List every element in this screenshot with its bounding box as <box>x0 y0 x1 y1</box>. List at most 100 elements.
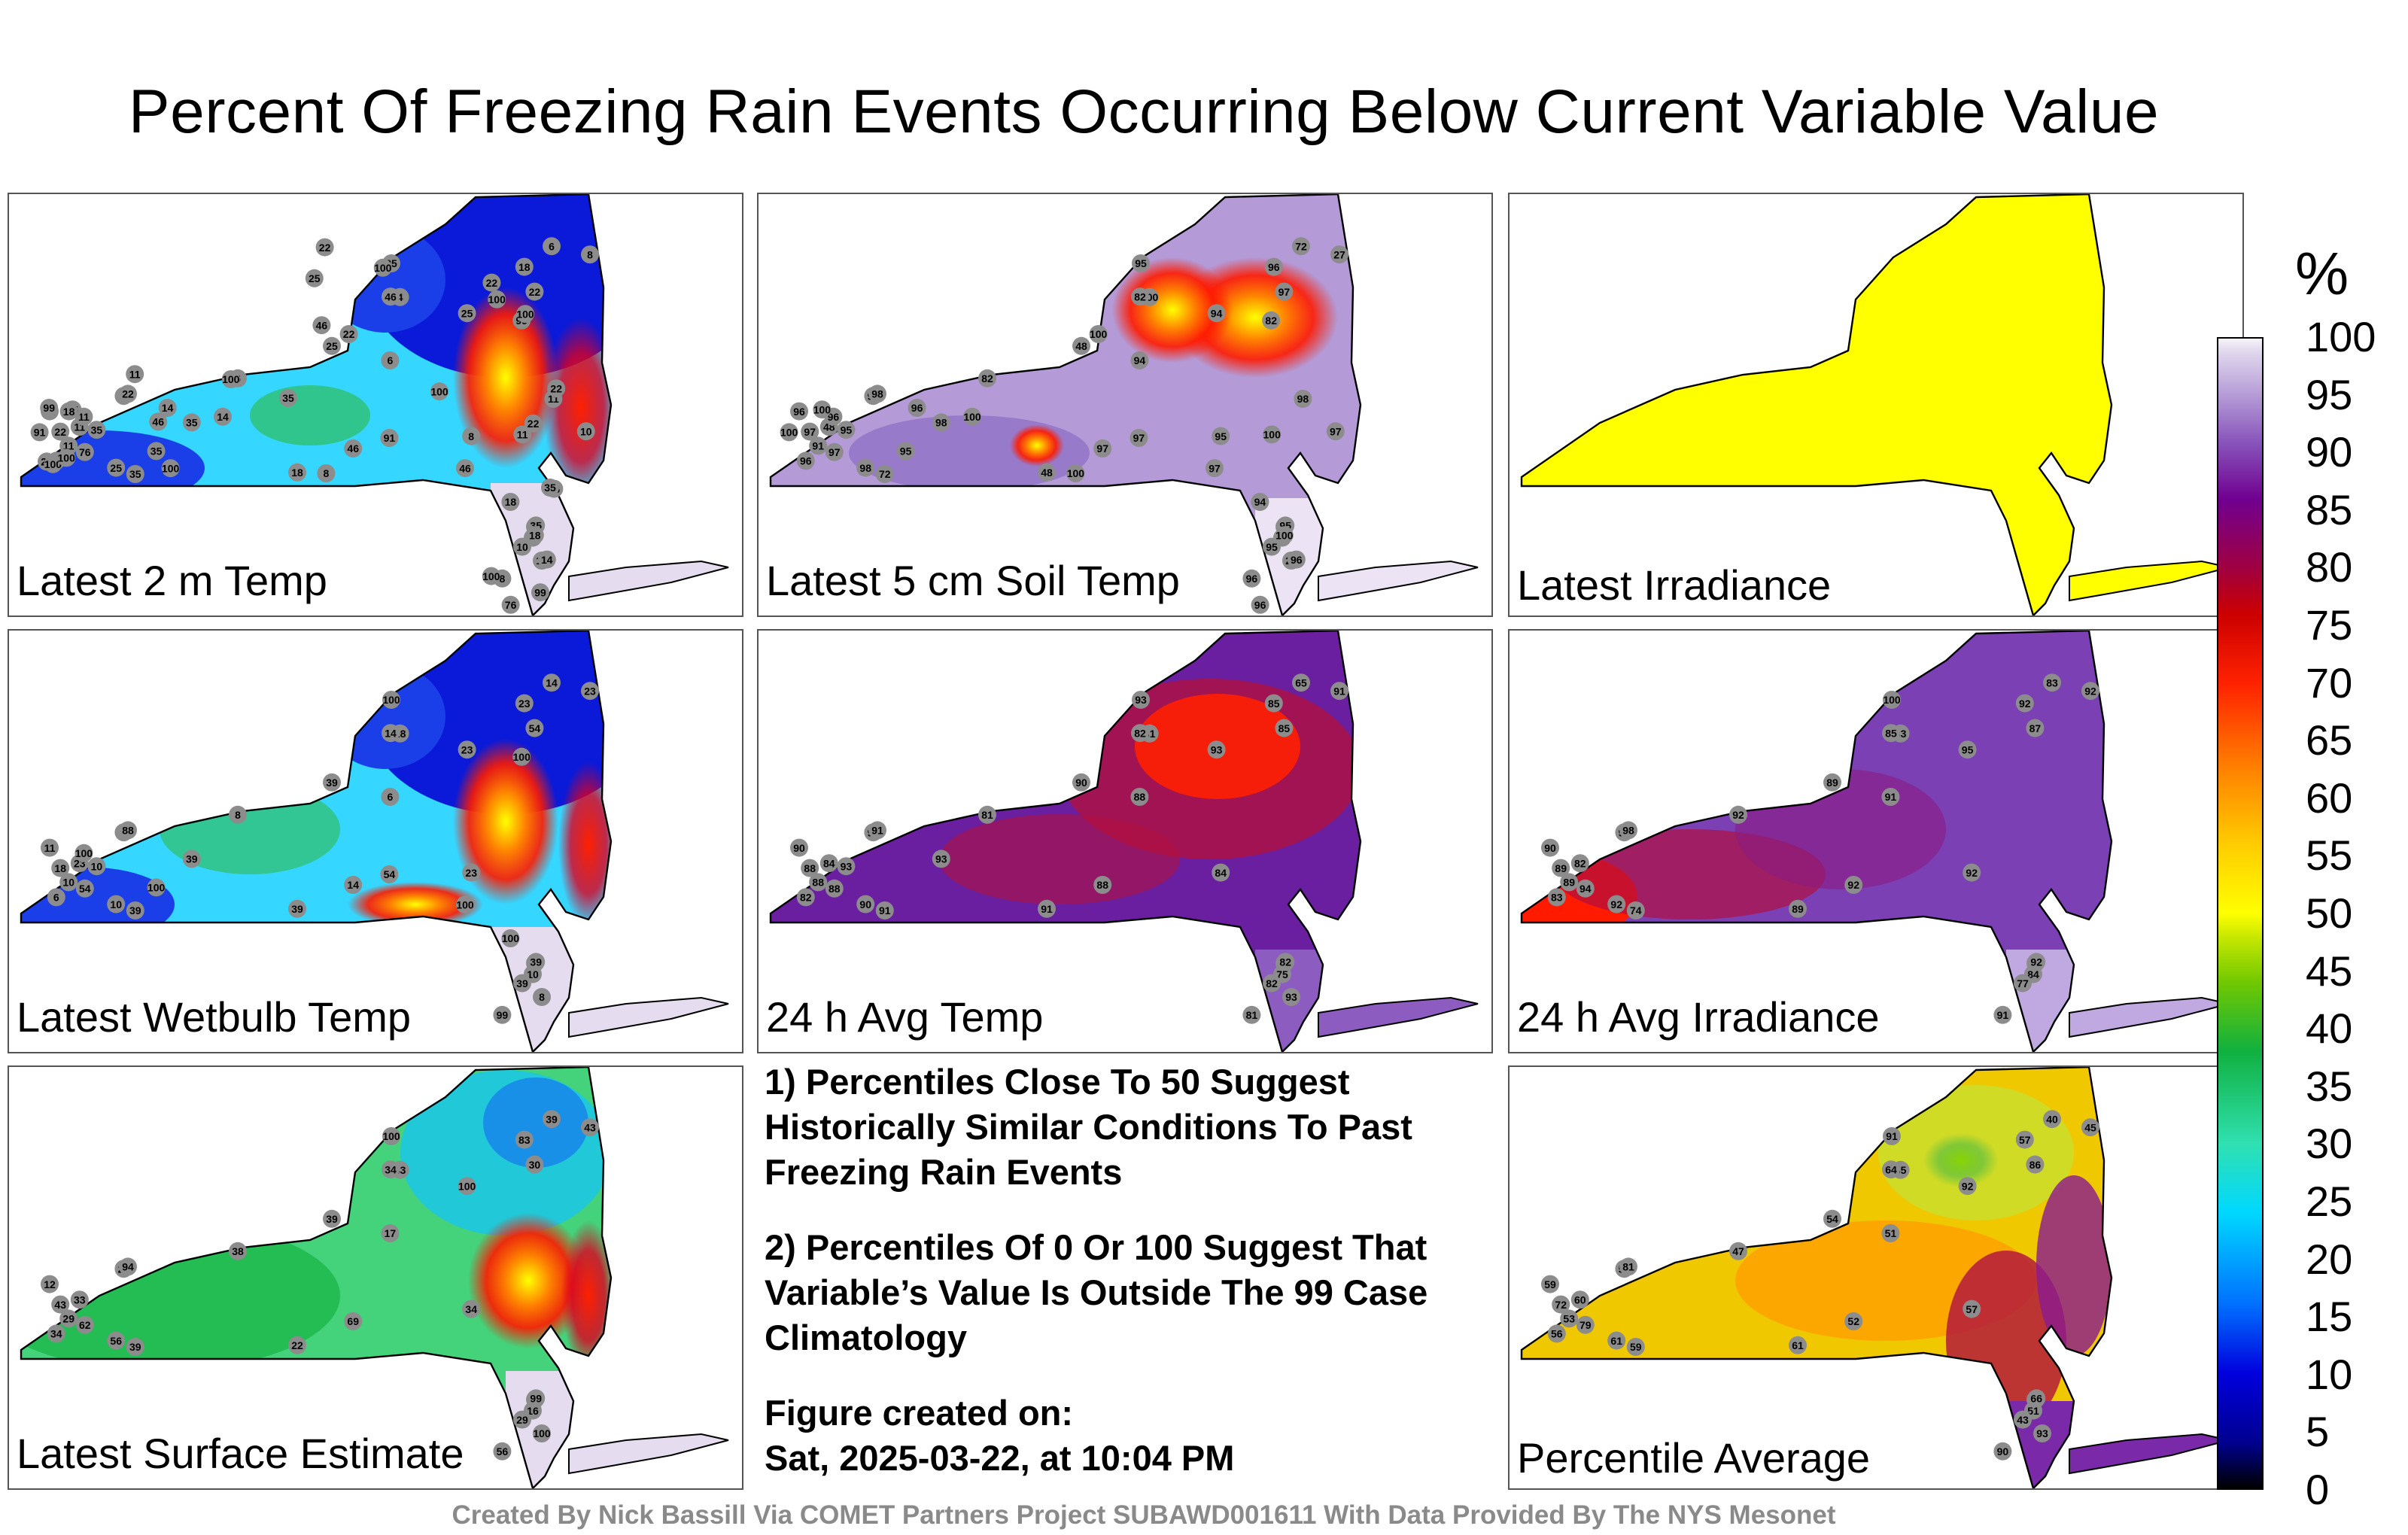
station-marker <box>525 1155 544 1174</box>
station-value: 54 <box>1826 1213 1838 1225</box>
station-value: 57 <box>1966 1303 1978 1315</box>
station-value: 96 <box>1254 599 1266 611</box>
station-value: 25 <box>309 272 321 284</box>
station-value: 96 <box>800 455 812 467</box>
station-value: 51 <box>1885 1227 1897 1239</box>
station-marker <box>1619 1257 1637 1276</box>
station-marker <box>1607 895 1626 913</box>
station-marker <box>856 458 875 477</box>
station-value: 89 <box>1563 877 1575 889</box>
station-value: 8 <box>235 809 241 821</box>
station-marker <box>59 402 78 421</box>
station-marker <box>339 325 358 343</box>
station-marker <box>837 421 856 439</box>
station-value: 84 <box>1215 867 1227 879</box>
station-value: 48 <box>1041 467 1053 479</box>
station-marker <box>527 1389 546 1408</box>
station-marker <box>1552 859 1570 877</box>
station-marker <box>51 859 70 877</box>
colorbar-tick: 40 <box>2306 1005 2353 1053</box>
station-value: 100 <box>488 293 506 305</box>
station-marker <box>380 429 399 447</box>
station-value: 39 <box>186 853 198 865</box>
station-value: 85 <box>1278 722 1291 734</box>
station-marker <box>107 1331 126 1350</box>
station-marker <box>1207 304 1226 323</box>
station-marker <box>126 1338 144 1356</box>
station-marker <box>182 413 201 432</box>
station-marker <box>1729 1242 1747 1260</box>
station-value: 22 <box>486 277 498 289</box>
station-marker <box>1130 788 1149 806</box>
panel-label: Latest 2 m Temp <box>17 557 327 604</box>
station-value: 11 <box>517 429 528 441</box>
station-marker <box>1093 876 1112 894</box>
station-value: 100 <box>430 385 448 397</box>
station-marker <box>875 465 894 483</box>
station-value: 81 <box>1246 1009 1258 1021</box>
station-value: 6 <box>53 892 59 904</box>
station-marker <box>1607 1331 1626 1350</box>
station-marker <box>2015 1130 2034 1149</box>
station-value: 22 <box>122 388 134 400</box>
created-label: Figure created on: <box>765 1393 1074 1433</box>
footer-credit: Created By Nick Bassill Via COMET Partne… <box>451 1500 1836 1530</box>
station-marker <box>501 929 520 947</box>
station-value: 39 <box>291 903 303 915</box>
station-marker <box>1132 691 1150 709</box>
station-marker <box>305 269 324 287</box>
station-value: 39 <box>129 904 141 916</box>
station-marker <box>344 1312 363 1330</box>
map-irradiance <box>1520 194 2230 616</box>
colorbar-tick: 75 <box>2306 601 2353 649</box>
station-value: 98 <box>935 417 947 429</box>
station-value: 72 <box>1555 1299 1567 1311</box>
station-marker <box>932 413 950 432</box>
colorbar-unit: % <box>2295 240 2349 307</box>
station-marker <box>908 399 926 417</box>
station-value: 69 <box>347 1315 359 1327</box>
panel-label: Latest Wetbulb Temp <box>17 993 412 1041</box>
station-value: 8 <box>587 248 593 260</box>
station-value: 82 <box>1266 977 1278 989</box>
station-marker <box>382 724 400 743</box>
station-value: 39 <box>516 977 528 989</box>
station-value: 23 <box>518 698 531 710</box>
station-value: 18 <box>63 406 75 418</box>
station-marker <box>2027 1389 2046 1408</box>
figure-title: Percent Of Freezing Rain Events Occurrin… <box>128 78 2160 146</box>
station-value: 89 <box>1555 862 1567 874</box>
station-value: 18 <box>291 467 303 479</box>
station-marker <box>1883 691 1901 709</box>
station-marker <box>837 857 856 876</box>
station-value: 81 <box>981 809 993 821</box>
station-marker <box>1963 863 1981 882</box>
station-value: 18 <box>518 261 531 273</box>
station-value: 22 <box>291 1339 303 1351</box>
station-value: 100 <box>1263 429 1282 441</box>
station-marker <box>2014 1410 2032 1429</box>
station-value: 99 <box>43 402 55 414</box>
colorbar-tick: 30 <box>2306 1120 2353 1168</box>
station-marker <box>524 414 543 433</box>
station-marker <box>1263 974 1281 992</box>
station-marker <box>1541 838 1559 857</box>
station-marker <box>515 694 534 713</box>
station-marker <box>41 1275 59 1293</box>
station-value: 96 <box>1246 573 1258 585</box>
station-value: 54 <box>384 868 396 880</box>
station-value: 95 <box>1962 743 1974 755</box>
station-value: 88 <box>122 825 134 837</box>
station-value: 96 <box>793 406 805 418</box>
station-value: 83 <box>1551 892 1563 904</box>
station-marker <box>229 805 247 824</box>
station-marker <box>1066 464 1085 482</box>
station-value: 94 <box>122 1261 134 1273</box>
station-value: 79 <box>1579 1319 1592 1331</box>
station-value: 100 <box>963 411 981 423</box>
colorbar-tick: 90 <box>2306 428 2353 476</box>
station-marker <box>533 1424 551 1442</box>
station-marker <box>1576 879 1595 898</box>
station-value: 51 <box>2027 1405 2039 1417</box>
station-value: 72 <box>879 468 891 480</box>
